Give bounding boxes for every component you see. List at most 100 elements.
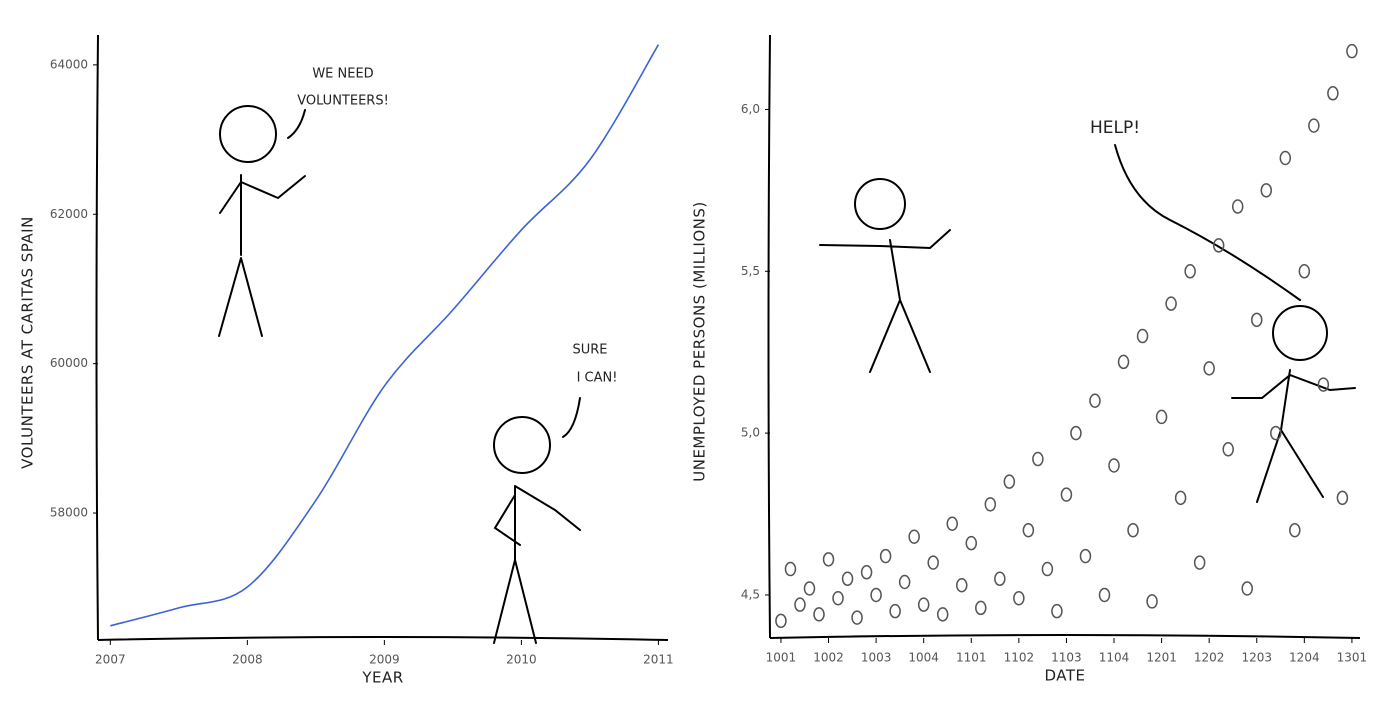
point bbox=[1317, 377, 1330, 392]
point bbox=[1279, 150, 1292, 166]
point bbox=[1308, 118, 1320, 133]
point bbox=[1336, 490, 1349, 506]
point bbox=[917, 597, 930, 612]
point bbox=[870, 587, 882, 603]
stick-figure bbox=[819, 178, 951, 373]
annotation: WE NEED bbox=[312, 67, 373, 82]
x-tick-label: 1004 bbox=[908, 651, 939, 665]
stick-figure bbox=[218, 105, 306, 337]
y-tick-label: 4,5 bbox=[741, 587, 760, 601]
y-tick-label: 6,0 bbox=[741, 102, 760, 116]
x-tick-label: 1202 bbox=[1194, 651, 1225, 665]
x-tick-label: 2011 bbox=[643, 653, 674, 667]
point bbox=[879, 548, 892, 564]
point bbox=[1222, 442, 1234, 457]
x-tick-label: 1003 bbox=[861, 651, 892, 665]
point bbox=[1013, 590, 1025, 606]
y-tick-label: 62000 bbox=[50, 207, 88, 221]
point bbox=[1174, 490, 1187, 506]
point bbox=[1108, 458, 1120, 473]
point bbox=[1203, 361, 1215, 376]
x-tick-label: 1201 bbox=[1146, 651, 1177, 665]
point bbox=[1127, 522, 1139, 538]
x-tick-label: 2009 bbox=[369, 653, 400, 667]
annotation: HELP! bbox=[1090, 118, 1140, 138]
x-tick-label: 2008 bbox=[232, 653, 263, 667]
point bbox=[994, 571, 1006, 587]
point bbox=[1184, 264, 1196, 279]
point bbox=[1241, 581, 1253, 596]
y-axis bbox=[767, 34, 771, 639]
x-tick-label: 2007 bbox=[95, 653, 126, 667]
point bbox=[1212, 238, 1225, 253]
point bbox=[1041, 561, 1054, 577]
x-tick-label: 2010 bbox=[506, 653, 537, 667]
point bbox=[784, 561, 797, 577]
stick-figure bbox=[493, 397, 581, 644]
x-tick-label: 1002 bbox=[813, 651, 844, 665]
annotation: I CAN! bbox=[577, 371, 618, 386]
point bbox=[1251, 312, 1263, 328]
point bbox=[822, 552, 835, 567]
point bbox=[898, 574, 911, 590]
x-axis bbox=[769, 634, 1361, 639]
point bbox=[1231, 199, 1244, 214]
x-axis bbox=[97, 636, 669, 641]
point bbox=[1079, 548, 1092, 564]
y-tick-label: 60000 bbox=[50, 356, 88, 370]
x-tick-label: 1102 bbox=[1004, 651, 1035, 665]
y-axis bbox=[95, 34, 99, 641]
point bbox=[1146, 594, 1158, 609]
point bbox=[1136, 328, 1149, 344]
point bbox=[1260, 183, 1273, 198]
point bbox=[1089, 393, 1101, 408]
point bbox=[1270, 425, 1282, 441]
point bbox=[1298, 264, 1311, 279]
y-axis-label: UNEMPLOYED PERSONS (MILLIONS) bbox=[691, 201, 709, 481]
point bbox=[794, 597, 806, 612]
x-tick-label: 1204 bbox=[1289, 651, 1320, 665]
x-tick-label: 1104 bbox=[1099, 651, 1130, 665]
point bbox=[946, 516, 958, 531]
point bbox=[1155, 409, 1168, 425]
point bbox=[1327, 86, 1339, 101]
point bbox=[803, 581, 816, 596]
point bbox=[1193, 555, 1206, 570]
point bbox=[1098, 587, 1111, 603]
point bbox=[841, 571, 854, 587]
y-tick-label: 5,0 bbox=[741, 426, 760, 440]
point bbox=[1346, 43, 1358, 59]
x-axis-label: YEAR bbox=[361, 669, 403, 687]
point bbox=[860, 565, 873, 580]
point bbox=[851, 610, 863, 625]
y-tick-label: 64000 bbox=[50, 57, 88, 71]
stick-figure bbox=[1114, 144, 1356, 503]
point bbox=[832, 590, 844, 606]
point bbox=[927, 555, 939, 570]
point bbox=[984, 497, 997, 512]
point bbox=[1289, 522, 1301, 538]
point bbox=[965, 535, 978, 551]
point bbox=[936, 607, 949, 622]
x-tick-label: 1001 bbox=[766, 651, 797, 665]
point bbox=[1165, 296, 1177, 311]
x-tick-label: 1101 bbox=[956, 651, 987, 665]
y-axis-label: VOLUNTEERS AT CARITAS SPAIN bbox=[19, 216, 37, 469]
x-tick-label: 1103 bbox=[1051, 651, 1082, 665]
y-tick-label: 5,5 bbox=[741, 264, 760, 278]
point bbox=[775, 613, 787, 629]
point bbox=[956, 577, 968, 593]
point bbox=[1032, 451, 1044, 467]
point bbox=[813, 607, 825, 622]
point bbox=[889, 603, 901, 619]
point bbox=[1070, 425, 1082, 441]
point bbox=[975, 600, 987, 616]
point bbox=[908, 529, 920, 544]
line bbox=[110, 44, 660, 627]
y-tick-label: 58000 bbox=[50, 506, 88, 520]
point bbox=[1051, 603, 1063, 619]
annotation: VOLUNTEERS! bbox=[297, 94, 389, 109]
point bbox=[1117, 354, 1130, 370]
annotation: SURE bbox=[572, 343, 607, 358]
